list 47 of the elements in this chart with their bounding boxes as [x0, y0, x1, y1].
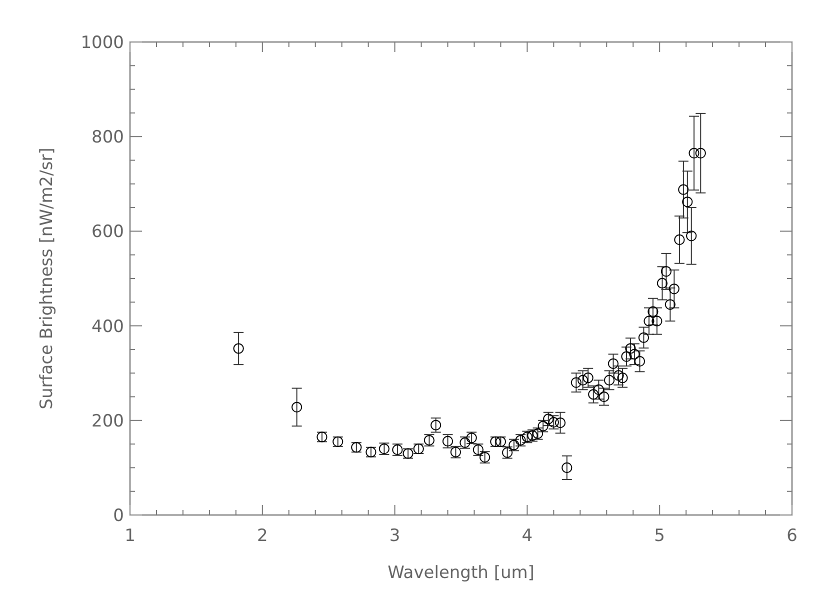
point [613, 370, 624, 381]
point [608, 358, 619, 369]
y-axis-title: Surface Brightness [nW/m2/sr] [37, 148, 57, 410]
point [578, 374, 588, 386]
point [678, 184, 689, 195]
point [652, 316, 662, 326]
point [682, 196, 693, 208]
x-tick-label: 6 [786, 526, 798, 546]
y-tick-label: 1000 [80, 33, 124, 53]
point [555, 417, 566, 428]
point [644, 316, 654, 326]
point [430, 420, 442, 430]
point [629, 348, 640, 360]
point [593, 384, 604, 395]
point [638, 332, 650, 343]
x-tick-label: 2 [256, 526, 268, 546]
point [634, 356, 646, 367]
x-tick-label: 5 [654, 526, 666, 546]
y-tick-label: 400 [92, 316, 124, 337]
y-tick-label: 200 [92, 411, 124, 432]
y-tick-label: 600 [92, 222, 124, 242]
point [686, 230, 697, 242]
point [582, 372, 594, 384]
y-tick-label: 800 [92, 128, 124, 148]
x-tick-label: 1 [124, 526, 136, 546]
point [233, 343, 244, 354]
x-tick-label: 4 [522, 526, 533, 546]
point [625, 343, 636, 354]
point [570, 377, 582, 388]
point [562, 462, 572, 473]
point [674, 234, 685, 246]
point [695, 148, 706, 158]
point [617, 372, 628, 384]
point [648, 306, 658, 317]
point [621, 351, 632, 362]
point [656, 278, 668, 289]
x-tick-label: 3 [389, 526, 400, 546]
point [598, 391, 610, 402]
point [664, 299, 676, 310]
point [660, 266, 672, 277]
point [292, 402, 302, 412]
x-axis-title: Wavelength [um] [388, 563, 534, 583]
point [588, 389, 599, 400]
point [604, 374, 615, 386]
y-tick-label: 0 [113, 506, 124, 526]
point [668, 284, 680, 294]
point [688, 148, 700, 158]
